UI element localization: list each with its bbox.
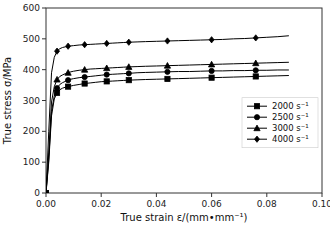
x-tick [101, 193, 102, 197]
x-axis-label: True strain ε/(mm•mm⁻¹) [120, 212, 248, 223]
point-marker [209, 37, 214, 43]
legend: 2000 s⁻¹2500 s⁻¹3000 s⁻¹4000 s⁻¹ [242, 98, 318, 148]
point-marker [65, 78, 70, 83]
plot-frame [46, 8, 322, 193]
y-tick-label: 100 [23, 157, 40, 167]
point-marker [165, 38, 170, 44]
point-marker [253, 35, 258, 41]
y-tick [42, 8, 46, 9]
x-tick [156, 193, 157, 197]
y-tick [42, 100, 46, 101]
point-marker [165, 69, 170, 74]
point-marker [253, 60, 259, 66]
x-tick-label: 0.10 [312, 199, 330, 209]
point-marker [46, 190, 49, 193]
y-tick-label: 0 [34, 188, 40, 198]
y-tick-label: 200 [23, 126, 40, 136]
legend-label: 4000 s⁻¹ [272, 134, 309, 144]
legend-marker [255, 136, 260, 142]
point-marker [126, 71, 131, 76]
y-axis-label: True stress σ/MPa [2, 57, 13, 145]
point-marker [165, 76, 170, 81]
x-tick-label: 0.02 [91, 199, 111, 209]
legend-label: 3000 s⁻¹ [272, 123, 309, 133]
y-tick [42, 162, 46, 163]
y-tick-label: 500 [23, 34, 40, 44]
x-tick [46, 193, 47, 197]
point-marker [104, 65, 110, 71]
legend-marker [254, 115, 259, 120]
x-tick-label: 0.06 [202, 199, 222, 209]
legend-marker [254, 104, 259, 109]
y-tick [42, 131, 46, 132]
point-marker [46, 190, 48, 193]
point-marker [46, 190, 49, 193]
point-marker [253, 68, 258, 73]
point-marker [208, 61, 214, 67]
point-marker [126, 64, 132, 70]
point-marker [104, 40, 109, 46]
point-marker [54, 86, 59, 91]
point-marker [46, 190, 49, 193]
point-marker [253, 74, 258, 79]
chart: 0.00 0.02 0.04 0.06 0.08 0.10 0 100 200 300 400 500… [0, 0, 330, 227]
legend-marker [254, 125, 260, 131]
y-tick-label: 600 [23, 3, 40, 13]
y-tick [42, 38, 46, 39]
y-tick [42, 193, 46, 194]
y-tick-label: 300 [23, 96, 40, 106]
legend-label: 2500 s⁻¹ [272, 112, 309, 122]
legend-label: 2000 s⁻¹ [272, 101, 309, 111]
point-marker [82, 67, 88, 73]
x-tick [322, 193, 323, 197]
point-marker [55, 48, 60, 54]
point-marker [126, 39, 131, 45]
point-marker [209, 68, 214, 73]
y-tick [42, 69, 46, 70]
legend-box [242, 98, 318, 148]
point-marker [65, 84, 70, 89]
point-marker [82, 81, 87, 86]
x-tick-label: 0.00 [36, 199, 56, 209]
point-marker [65, 70, 71, 76]
point-marker [54, 76, 60, 82]
x-tick [211, 193, 212, 197]
point-marker [66, 43, 71, 49]
point-marker [209, 75, 214, 80]
point-marker [104, 72, 109, 77]
x-tick-label: 0.08 [257, 199, 277, 209]
x-tick-label: 0.04 [146, 199, 166, 209]
point-marker [164, 63, 170, 69]
point-marker [126, 78, 131, 83]
point-marker [82, 74, 87, 79]
y-tick-label: 400 [23, 65, 40, 75]
point-marker [82, 42, 87, 48]
point-marker [104, 79, 109, 84]
x-tick [266, 193, 267, 197]
